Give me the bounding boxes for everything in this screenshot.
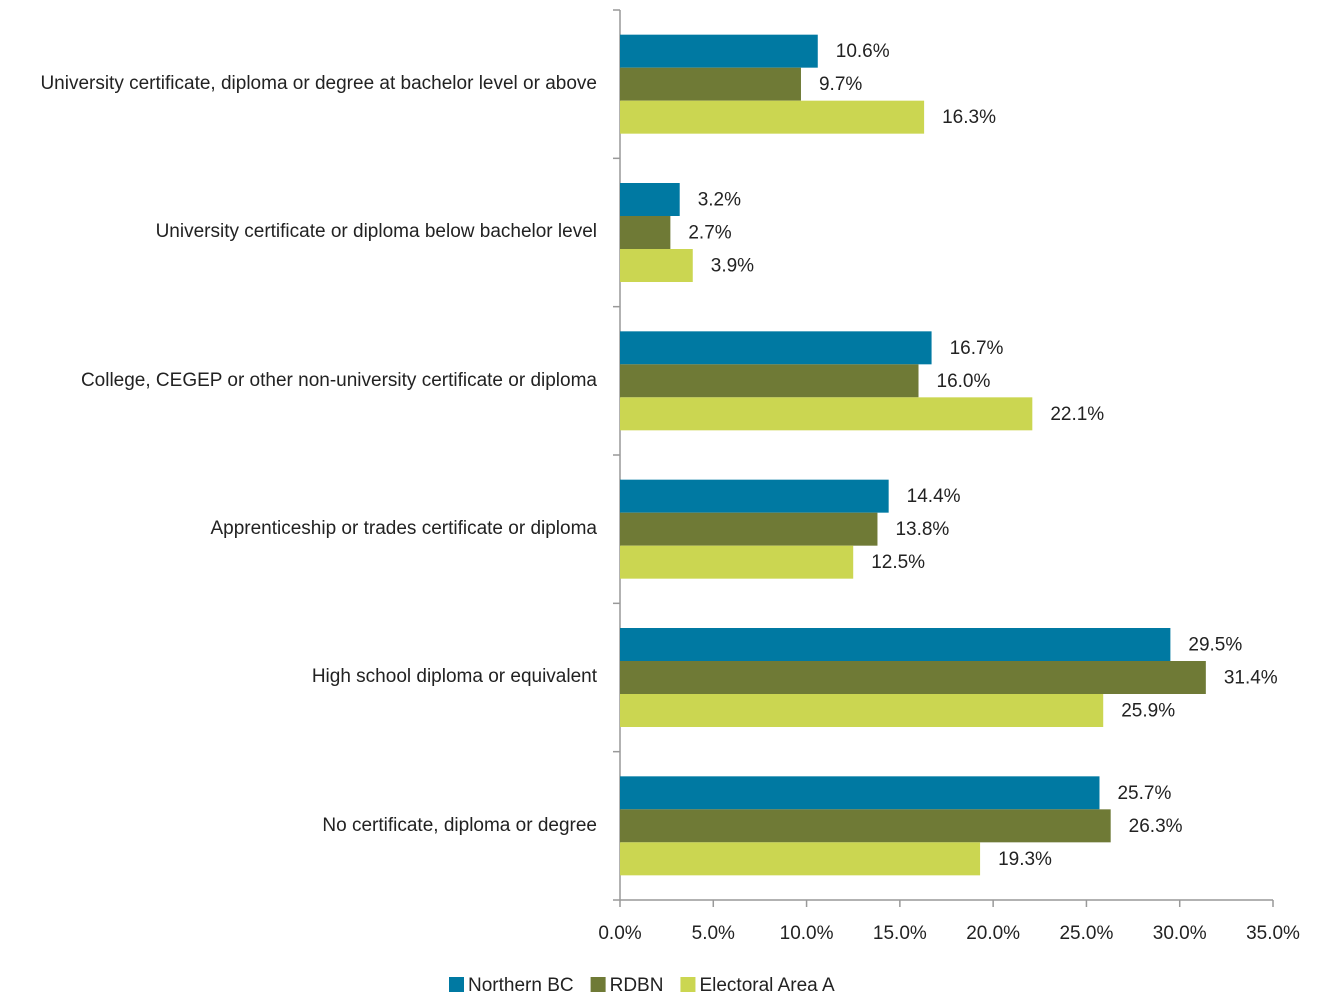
y-tick-label: University certificate, diploma or degre… <box>40 73 597 95</box>
data-label: 25.7% <box>1117 783 1171 804</box>
x-tick-label: 0.0% <box>598 923 641 944</box>
category-label-box: Apprenticeship or trades certificate or … <box>0 455 597 603</box>
data-label: 22.1% <box>1050 404 1104 425</box>
x-tick-label: 25.0% <box>1059 923 1113 944</box>
y-tick-label: College, CEGEP or other non-university c… <box>80 369 597 391</box>
category-label-box: College, CEGEP or other non-university c… <box>0 307 597 455</box>
data-label: 19.3% <box>998 849 1052 870</box>
bar <box>620 364 919 398</box>
category-label-box: No certificate, diploma or degree <box>0 752 597 900</box>
bar <box>620 100 925 134</box>
x-tick-label: 15.0% <box>873 923 927 944</box>
bar <box>620 479 889 513</box>
data-label: 26.3% <box>1129 816 1183 837</box>
data-label: 3.2% <box>698 190 741 211</box>
x-tick-label: 30.0% <box>1153 923 1207 944</box>
bar <box>620 397 1033 431</box>
bar <box>620 809 1111 843</box>
data-label: 2.7% <box>688 223 731 244</box>
x-tick-label: 20.0% <box>966 923 1020 944</box>
data-label: 13.8% <box>895 519 949 540</box>
data-label: 16.3% <box>942 107 996 128</box>
legend-label: Northern BC <box>468 975 574 996</box>
bar <box>620 216 671 249</box>
bar <box>620 842 981 876</box>
data-label: 16.0% <box>937 371 991 392</box>
category-label-box: University certificate, diploma or degre… <box>0 10 597 158</box>
data-label: 16.7% <box>950 338 1004 359</box>
legend-swatch <box>449 977 464 992</box>
legend-swatch <box>590 977 606 992</box>
bar <box>620 331 932 365</box>
y-tick-label: Apprenticeship or trades certificate or … <box>210 518 597 540</box>
bar <box>620 34 818 68</box>
data-label: 25.9% <box>1121 701 1175 722</box>
data-label: 29.5% <box>1188 635 1242 656</box>
data-label: 9.7% <box>819 74 862 95</box>
y-tick-label: University certificate or diploma below … <box>155 221 597 243</box>
data-label: 14.4% <box>907 486 961 507</box>
y-tick-label: No certificate, diploma or degree <box>322 814 597 836</box>
y-tick-label: High school diploma or equivalent <box>311 666 597 688</box>
data-label: 10.6% <box>836 41 890 62</box>
x-tick-label: 35.0% <box>1246 923 1300 944</box>
bar <box>620 694 1104 727</box>
data-label: 3.9% <box>711 256 754 277</box>
category-label-box: High school diploma or equivalent <box>0 603 597 751</box>
x-tick-label: 5.0% <box>692 923 735 944</box>
category-label-box: University certificate or diploma below … <box>0 158 597 306</box>
bar <box>620 545 854 579</box>
bar <box>620 661 1206 694</box>
bar <box>620 628 1171 661</box>
bar <box>620 512 878 546</box>
bar <box>620 776 1100 810</box>
data-label: 12.5% <box>871 552 925 573</box>
legend-label: RDBN <box>610 975 664 996</box>
bar <box>620 249 693 282</box>
x-tick-label: 10.0% <box>780 923 834 944</box>
legend-swatch <box>680 977 696 992</box>
legend-label: Electoral Area A <box>699 975 835 996</box>
bar <box>620 183 680 216</box>
data-label: 31.4% <box>1224 668 1278 689</box>
bar <box>620 67 801 101</box>
